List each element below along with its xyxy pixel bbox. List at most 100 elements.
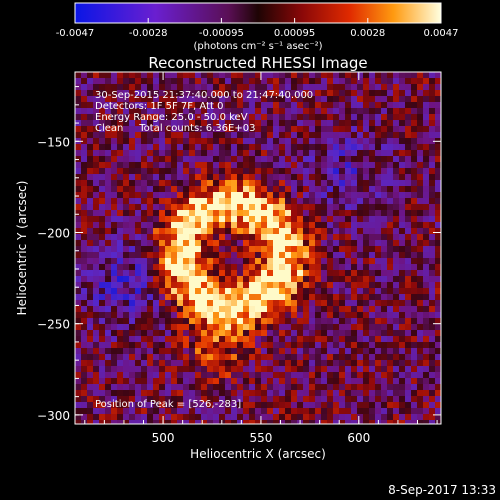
image-pixel	[333, 348, 339, 354]
image-pixel	[255, 294, 261, 300]
image-pixel	[357, 102, 363, 108]
image-pixel	[399, 270, 405, 276]
image-pixel	[339, 384, 345, 390]
image-pixel	[405, 420, 411, 424]
image-pixel	[225, 138, 231, 144]
image-pixel	[159, 366, 165, 372]
image-pixel	[165, 246, 171, 252]
image-pixel	[303, 108, 309, 114]
image-pixel	[375, 84, 381, 90]
image-pixel	[249, 78, 255, 84]
image-pixel	[225, 276, 231, 282]
image-pixel	[261, 312, 267, 318]
image-pixel	[129, 372, 135, 378]
image-pixel	[309, 360, 315, 366]
image-pixel	[297, 252, 303, 258]
image-pixel	[201, 198, 207, 204]
image-pixel	[201, 414, 207, 420]
image-pixel	[201, 90, 207, 96]
image-pixel	[195, 264, 201, 270]
image-pixel	[261, 276, 267, 282]
image-pixel	[225, 384, 231, 390]
image-pixel	[297, 222, 303, 228]
image-pixel	[291, 258, 297, 264]
image-pixel	[183, 420, 189, 424]
image-pixel	[279, 84, 285, 90]
image-pixel	[93, 132, 99, 138]
image-pixel	[231, 258, 237, 264]
image-pixel	[435, 342, 441, 348]
image-pixel	[183, 240, 189, 246]
image-pixel	[273, 126, 279, 132]
peak-position-label: Position of Peak = [526,-283]	[95, 399, 241, 410]
image-pixel	[93, 108, 99, 114]
image-pixel	[333, 210, 339, 216]
image-pixel	[297, 150, 303, 156]
image-pixel	[393, 300, 399, 306]
image-pixel	[159, 342, 165, 348]
image-pixel	[249, 300, 255, 306]
image-pixel	[87, 420, 93, 424]
image-pixel	[435, 378, 441, 384]
image-pixel	[231, 420, 237, 424]
image-pixel	[141, 252, 147, 258]
image-pixel	[165, 348, 171, 354]
image-pixel	[309, 264, 315, 270]
image-pixel	[141, 312, 147, 318]
image-pixel	[393, 282, 399, 288]
image-pixel	[339, 138, 345, 144]
image-pixel	[315, 72, 321, 78]
image-pixel	[171, 114, 177, 120]
image-pixel	[363, 366, 369, 372]
image-pixel	[219, 180, 225, 186]
image-pixel	[345, 420, 351, 424]
image-pixel	[387, 150, 393, 156]
image-pixel	[399, 252, 405, 258]
image-pixel	[219, 366, 225, 372]
image-pixel	[429, 270, 435, 276]
image-pixel	[321, 96, 327, 102]
image-pixel	[165, 216, 171, 222]
image-pixel	[177, 354, 183, 360]
image-pixel	[339, 252, 345, 258]
image-pixel	[141, 276, 147, 282]
image-pixel	[117, 348, 123, 354]
image-pixel	[255, 420, 261, 424]
image-pixel	[285, 408, 291, 414]
image-pixel	[339, 390, 345, 396]
image-pixel	[423, 384, 429, 390]
image-pixel	[147, 138, 153, 144]
image-pixel	[189, 204, 195, 210]
image-pixel	[141, 198, 147, 204]
image-pixel	[219, 246, 225, 252]
image-pixel	[357, 312, 363, 318]
image-pixel	[123, 72, 129, 78]
image-pixel	[309, 420, 315, 424]
image-pixel	[111, 402, 117, 408]
image-pixel	[219, 336, 225, 342]
image-pixel	[99, 138, 105, 144]
image-pixel	[201, 294, 207, 300]
image-pixel	[333, 318, 339, 324]
image-pixel	[213, 192, 219, 198]
image-pixel	[393, 312, 399, 318]
image-pixel	[249, 126, 255, 132]
image-pixel	[117, 90, 123, 96]
image-pixel	[111, 72, 117, 78]
image-pixel	[393, 126, 399, 132]
image-pixel	[303, 210, 309, 216]
image-pixel	[105, 144, 111, 150]
image-pixel	[327, 384, 333, 390]
image-pixel	[405, 372, 411, 378]
image-pixel	[249, 360, 255, 366]
image-pixel	[327, 330, 333, 336]
image-pixel	[399, 234, 405, 240]
image-pixel	[285, 270, 291, 276]
image-pixel	[411, 174, 417, 180]
image-pixel	[225, 150, 231, 156]
image-pixel	[381, 408, 387, 414]
image-pixel	[381, 156, 387, 162]
image-pixel	[159, 288, 165, 294]
image-pixel	[429, 228, 435, 234]
image-pixel	[231, 348, 237, 354]
